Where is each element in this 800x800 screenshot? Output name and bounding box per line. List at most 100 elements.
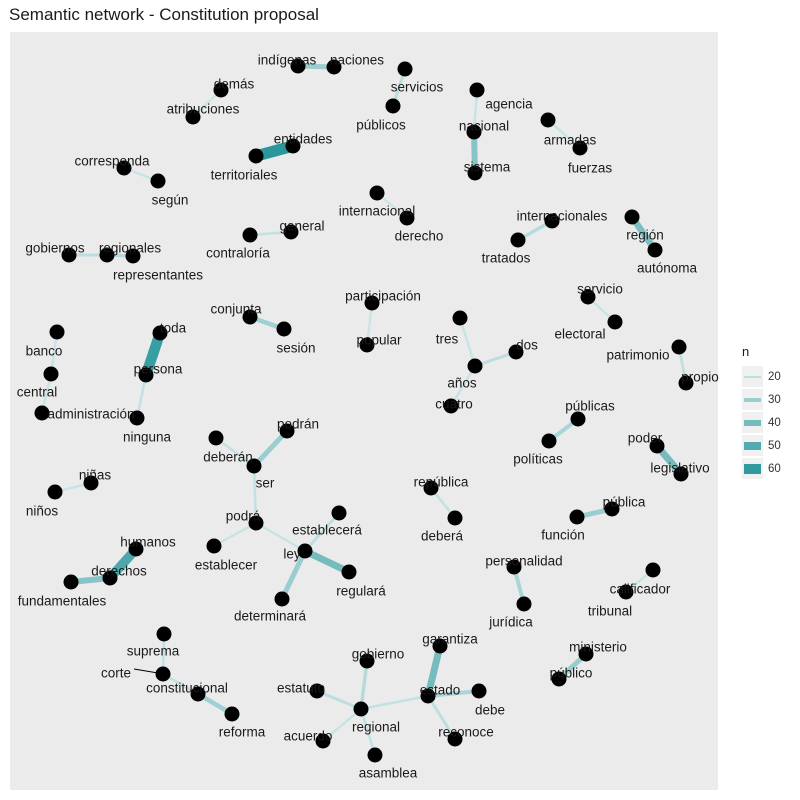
node-label-tribunal: tribunal <box>588 604 632 619</box>
node-label-politicas: políticas <box>513 452 563 467</box>
node-label-suprema: suprema <box>127 644 180 659</box>
edge-deberan-ser <box>215 436 255 468</box>
node-label-cuatro: cuatro <box>435 397 473 412</box>
node-constitucional <box>190 686 206 702</box>
edge-estado-reconoce <box>426 695 457 740</box>
node-garantiza <box>432 638 448 654</box>
node-determinara <box>274 591 290 607</box>
node-electoral <box>607 314 623 330</box>
node-label-dos: dos <box>516 338 538 353</box>
node-label-corte: corte <box>101 666 131 681</box>
node-label-reforma: reforma <box>219 725 266 740</box>
node-debe <box>471 683 487 699</box>
node-label-central: central <box>17 385 58 400</box>
node-nacional <box>466 124 482 140</box>
node-label-demas: demás <box>214 77 255 92</box>
node-label-ser: ser <box>256 476 275 491</box>
node-label-publica: pública <box>603 495 646 510</box>
node-label-agencia: agencia <box>485 97 533 112</box>
legend-row: 20 <box>742 365 794 388</box>
node-label-region: región <box>626 228 664 243</box>
node-label-sesion: sesión <box>276 341 315 356</box>
node-sesion <box>276 321 292 337</box>
node-publico <box>551 671 567 687</box>
node-label-internacional: internacional <box>339 204 416 219</box>
node-label-banco: banco <box>26 344 63 359</box>
legend-title: n <box>742 344 750 359</box>
node-derecho <box>399 210 415 226</box>
node-podran <box>279 423 295 439</box>
node-segun <box>150 173 166 189</box>
node-label-regional: regional <box>352 720 400 735</box>
node-label-persona: persona <box>134 362 183 377</box>
node-label-gobiernos: gobiernos <box>25 241 85 256</box>
node-representantes <box>125 248 141 264</box>
node-label-autonoma: autónoma <box>637 261 698 276</box>
node-label-fuerzas: fuerzas <box>568 161 613 176</box>
node-debera <box>447 510 463 526</box>
node-label-armadas: armadas <box>544 133 597 148</box>
node-legislativo <box>673 466 689 482</box>
nodes-layer <box>34 58 694 763</box>
node-label-anos: años <box>447 376 477 391</box>
edge-establecera-ley <box>303 511 341 553</box>
legend-label: 40 <box>768 416 781 429</box>
node-cuatro <box>443 398 459 414</box>
node-label-determinara: determinará <box>234 609 307 624</box>
edge-regional-estado <box>360 694 429 711</box>
node-participacion <box>364 295 380 311</box>
legend-key <box>742 435 763 456</box>
legend-row: 50 <box>742 434 794 457</box>
node-label-juridica: jurídica <box>488 615 533 630</box>
edge-estatuto-regional <box>316 689 362 711</box>
node-gobiernos <box>61 247 77 263</box>
node-label-ministerio: ministerio <box>569 640 627 655</box>
node-label-garantiza: garantiza <box>422 632 478 647</box>
node-label-podra: podrá <box>226 509 261 524</box>
legend-swatch <box>744 419 761 426</box>
legend-swatch <box>744 441 761 450</box>
node-label-electoral: electoral <box>554 327 605 342</box>
node-toda <box>152 325 168 341</box>
node-label-servicio: servicio <box>577 282 623 297</box>
edge-acuerdo-regional <box>322 708 362 742</box>
node-servicios <box>397 61 413 77</box>
node-territoriales <box>248 148 264 164</box>
edge-podra-establecer <box>213 521 257 548</box>
legend-label: 60 <box>768 462 781 475</box>
node-gobierno <box>359 653 375 669</box>
node-autonoma <box>647 242 663 258</box>
node-ser <box>246 458 262 474</box>
node-label-entidades: entidades <box>274 132 333 147</box>
node-label-contraloria: contraloría <box>206 246 270 261</box>
node-label-calificador: calificador <box>610 582 671 597</box>
node-estado <box>420 688 436 704</box>
node-label-nacional: nacional <box>459 119 509 134</box>
node-label-poder: poder <box>628 431 663 446</box>
node-naciones <box>326 59 342 75</box>
node-label-internacionales: internacionales <box>517 209 608 224</box>
node-indigenas <box>290 58 306 74</box>
node-label-personalidad: personalidad <box>485 554 562 569</box>
node-label-debe: debe <box>475 703 505 718</box>
node-label-segun: según <box>152 193 189 208</box>
legend-swatch <box>744 463 761 474</box>
node-label-establecera: establecerá <box>292 523 362 538</box>
node-ninos <box>47 484 63 500</box>
node-label-corresponda: corresponda <box>74 154 150 169</box>
legend-row: 30 <box>742 388 794 411</box>
node-corte <box>155 666 171 682</box>
node-label-publico: público <box>550 666 593 681</box>
edge-podra-ley <box>255 521 306 553</box>
legend-row: 40 <box>742 411 794 434</box>
node-patrimonio <box>671 339 687 355</box>
node-central <box>43 366 59 382</box>
node-ninas <box>83 475 99 491</box>
node-ninguna <box>129 410 145 426</box>
edge-tres-anos <box>458 317 477 367</box>
node-fundamentales <box>63 574 79 590</box>
node-label-funcion: función <box>541 528 585 543</box>
node-contraloria <box>242 227 258 243</box>
edge-ley-regulara <box>303 547 351 576</box>
